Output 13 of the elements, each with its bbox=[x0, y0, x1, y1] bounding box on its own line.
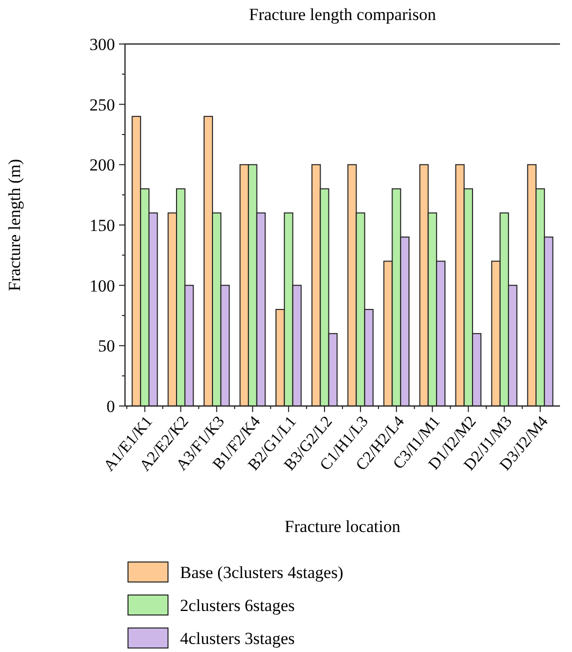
legend-label: 4clusters 3stages bbox=[180, 628, 295, 648]
y-tick-label: 150 bbox=[90, 216, 115, 235]
chart-title: Fracture length comparison bbox=[249, 5, 436, 24]
legend-label: 2clusters 6stages bbox=[180, 596, 295, 615]
y-tick-label: 0 bbox=[106, 396, 115, 416]
legend-label: Base (3clusters 4stages) bbox=[180, 562, 344, 582]
y-tick-label: 50 bbox=[98, 336, 115, 356]
x-axis-title: Fracture location bbox=[284, 517, 401, 536]
y-tick-label: 100 bbox=[90, 276, 115, 296]
y-tick-label: 300 bbox=[90, 34, 115, 54]
y-tick-label: 250 bbox=[90, 95, 115, 114]
y-axis-title: Fracture length (m) bbox=[5, 158, 24, 292]
y-tick-label: 200 bbox=[90, 156, 115, 175]
